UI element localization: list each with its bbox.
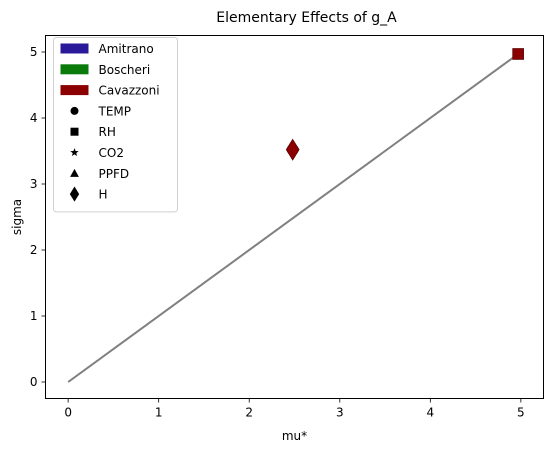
- x-tick-label-5: 5: [517, 406, 525, 420]
- plot-frame: [45, 35, 544, 399]
- x-tick-label-0: 0: [64, 406, 72, 420]
- legend-label-marker-1: RH: [99, 125, 116, 139]
- x-axis-label: mu*: [282, 429, 307, 443]
- legend-marker-4: [69, 186, 80, 202]
- y-tick-label-2: 2: [30, 243, 38, 257]
- legend-marker-1: [70, 127, 79, 136]
- data-points: [285, 48, 524, 161]
- point-cavazzoni-h-1: [285, 138, 300, 161]
- legend-label-marker-0: TEMP: [98, 104, 132, 118]
- legend-label-series-2: Cavazzoni: [99, 84, 160, 98]
- x-tick-label-1: 1: [155, 406, 163, 420]
- x-tick-label-4: 4: [426, 406, 434, 420]
- legend-swatch-0: [60, 43, 89, 54]
- legend-swatch-2: [60, 85, 89, 96]
- legend: Amitrano Boscheri Cavazzoni TEMP RH CO2 PPFD H: [53, 37, 178, 213]
- legend-label-marker-2: CO2: [99, 146, 124, 160]
- y-axis-label: sigma: [10, 199, 24, 235]
- legend-marker-2: [70, 148, 79, 157]
- legend-box: [53, 37, 178, 213]
- reference-line: [67, 51, 522, 383]
- y-tick-label-4: 4: [30, 111, 38, 125]
- y-tick-label-3: 3: [30, 177, 38, 191]
- chart-title: Elementary Effects of g_A: [216, 10, 397, 26]
- legend-label-series-1: Boscheri: [99, 63, 151, 77]
- x-tick-label-3: 3: [336, 406, 344, 420]
- y-tick-label-1: 1: [30, 309, 38, 323]
- y-tick-label-5: 5: [30, 45, 38, 59]
- legend-label-series-0: Amitrano: [99, 42, 154, 56]
- axis-ticks: 0 1 2 3 4 5 0 1 2 3 4 5: [30, 45, 525, 420]
- legend-label-marker-4: H: [99, 188, 108, 202]
- point-cavazzoni-rh-2: [512, 48, 524, 60]
- x-tick-label-2: 2: [245, 406, 253, 420]
- y-tick-label-0: 0: [30, 375, 38, 389]
- legend-marker-3: [70, 168, 79, 177]
- legend-marker-0: [70, 106, 79, 115]
- legend-label-marker-3: PPFD: [99, 167, 130, 181]
- reference-line-group: [67, 51, 522, 383]
- legend-swatch-1: [60, 64, 89, 75]
